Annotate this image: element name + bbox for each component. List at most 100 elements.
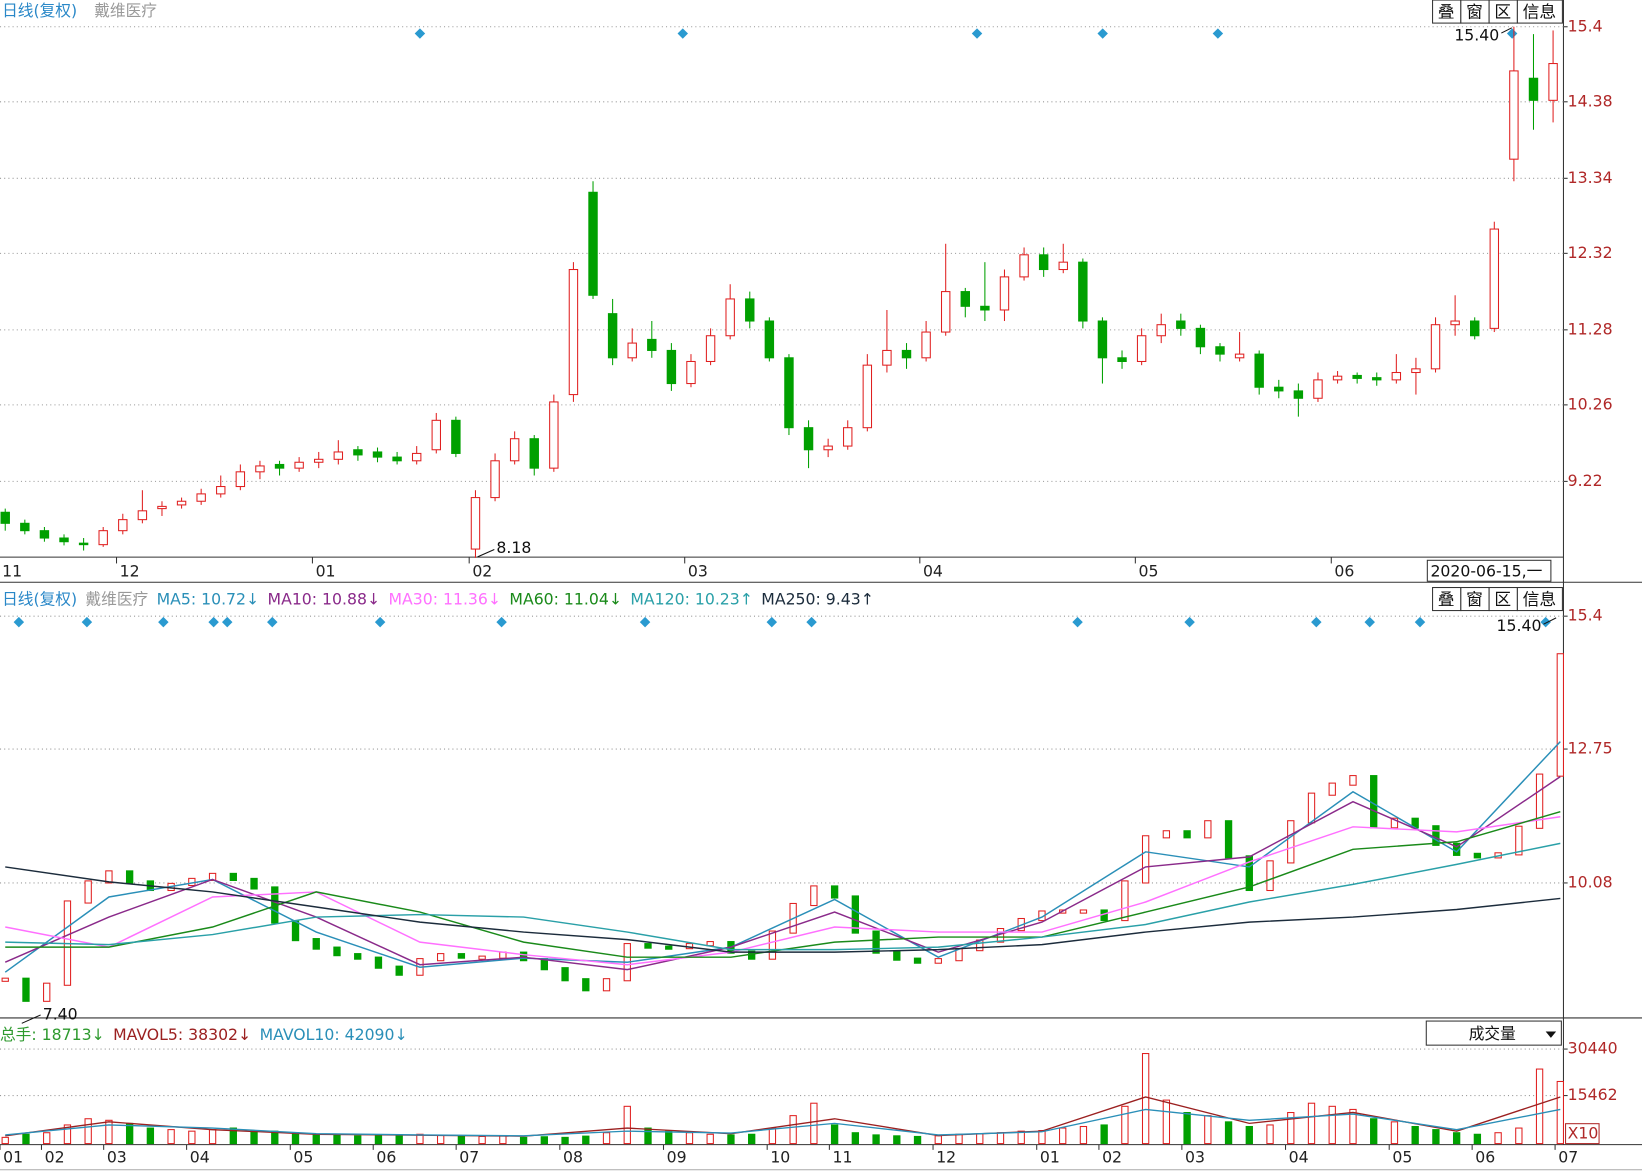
volume-bar (1515, 1127, 1523, 1145)
volume-bar (1473, 1133, 1482, 1145)
button-box[interactable] (1516, 587, 1563, 612)
button-label[interactable]: 区 (1494, 589, 1511, 609)
volume-bar (188, 1130, 196, 1145)
volume-bar (63, 1124, 72, 1145)
candle-body (901, 349, 912, 359)
volume-bar (1452, 1132, 1461, 1145)
ma-line (4, 776, 1561, 971)
x-tick-label: 03 (1185, 1148, 1205, 1167)
button-label[interactable]: 叠 (1438, 589, 1455, 609)
candle-body (823, 445, 833, 451)
price-bar (354, 953, 362, 960)
price-bar (872, 930, 880, 954)
volume-bar (996, 1132, 1005, 1145)
button[interactable]: 窗 (1460, 587, 1490, 612)
button-box[interactable] (1516, 0, 1563, 24)
price-bar (457, 953, 466, 959)
y-tick-label: 30440 (1568, 1039, 1618, 1058)
candle-body (490, 460, 500, 499)
price-bar (665, 945, 673, 950)
annotation-arrow (1543, 617, 1557, 625)
volume-bar (146, 1127, 155, 1145)
cursor-date: 2020-06-15,一 (1430, 561, 1542, 580)
candle-body (39, 530, 50, 539)
price-bar (1183, 830, 1191, 839)
legend-entry: MA250: 9.43↑ (761, 590, 874, 609)
volume-bar (1, 1136, 9, 1145)
candle-body (921, 331, 931, 359)
dropdown-arrow[interactable] (1545, 1031, 1557, 1038)
candle-body (451, 419, 461, 454)
candle-body (157, 505, 167, 510)
volume-bar (830, 1124, 839, 1145)
x-tick-label: 04 (190, 1148, 210, 1167)
x-tick-label: 02 (472, 561, 492, 580)
volume-bar (1245, 1125, 1253, 1145)
x-tick-label: 04 (1289, 1148, 1309, 1167)
volume-bar (1411, 1125, 1419, 1145)
candle-body (392, 456, 402, 462)
volume-bar (125, 1122, 134, 1145)
button-label[interactable]: 叠 (1438, 2, 1455, 22)
button[interactable]: 区 (1488, 0, 1518, 24)
candle-body (255, 465, 265, 473)
candle-body (294, 461, 304, 469)
price-bar (1556, 653, 1564, 777)
candle-body (666, 349, 677, 385)
candle-body (705, 335, 716, 363)
volume-bar (768, 1127, 777, 1145)
volume-bar (851, 1132, 860, 1145)
button[interactable]: 区 (1488, 587, 1518, 612)
button[interactable]: 叠 (1432, 587, 1462, 612)
candle-body (1215, 346, 1225, 355)
y-tick-label: 12.75 (1568, 739, 1613, 758)
volume-bar (436, 1134, 445, 1145)
button[interactable]: 窗 (1460, 0, 1490, 24)
volume-dropdown[interactable]: 成交量 (1425, 1020, 1562, 1046)
y-tick-label: 15462 (1568, 1085, 1618, 1104)
button-label[interactable]: 信息 (1523, 589, 1557, 609)
volume-bar (976, 1133, 984, 1145)
button[interactable]: 叠 (1432, 0, 1462, 24)
x-tick-label: 02 (1102, 1148, 1122, 1167)
candle-body (431, 419, 441, 451)
dropdown-label[interactable]: 成交量 (1469, 1024, 1516, 1043)
y-tick-label: 9.22 (1568, 471, 1603, 490)
stock-name: 戴维医疗 (94, 1, 157, 20)
price-bar (1535, 773, 1544, 829)
volume-bar (1079, 1125, 1088, 1145)
price-bar (768, 930, 777, 960)
button-label[interactable]: 窗 (1466, 2, 1483, 22)
price-bar (1079, 909, 1088, 914)
candle-body (1391, 371, 1402, 381)
button-label[interactable]: 区 (1494, 2, 1511, 22)
volume-bar (499, 1135, 507, 1145)
dropdown-box[interactable] (1425, 1020, 1562, 1046)
volume-bar (1100, 1124, 1108, 1145)
button-label[interactable]: 信息 (1523, 2, 1557, 22)
volume-bar (540, 1136, 548, 1145)
y-tick-label: 12.32 (1568, 243, 1613, 262)
price-bar (333, 946, 341, 957)
volume-bar (1224, 1121, 1233, 1145)
button[interactable]: 信息 (1516, 587, 1563, 612)
candle-body (274, 463, 285, 469)
y-tick-label: 14.38 (1568, 91, 1613, 110)
button[interactable]: 信息 (1516, 0, 1563, 24)
price-bar (1473, 852, 1482, 859)
volume-bar (84, 1118, 92, 1145)
price-bar (1515, 825, 1523, 856)
candle-body (882, 349, 892, 366)
y-tick-label: 10.08 (1568, 872, 1613, 891)
volume-bar (22, 1133, 30, 1145)
x-tick-label: 12 (936, 1148, 956, 1167)
button-label[interactable]: 窗 (1466, 589, 1483, 609)
top-buttons: 叠 窗 区 信息 (1432, 0, 1563, 24)
candle-body (529, 438, 539, 469)
x-tick-label: 06 (376, 1148, 396, 1167)
legend-entry: MA5: 10.72↓ (157, 590, 260, 609)
x-tick-label: 01 (1040, 1148, 1060, 1167)
candle-body (137, 510, 148, 521)
candle-body (568, 268, 579, 396)
